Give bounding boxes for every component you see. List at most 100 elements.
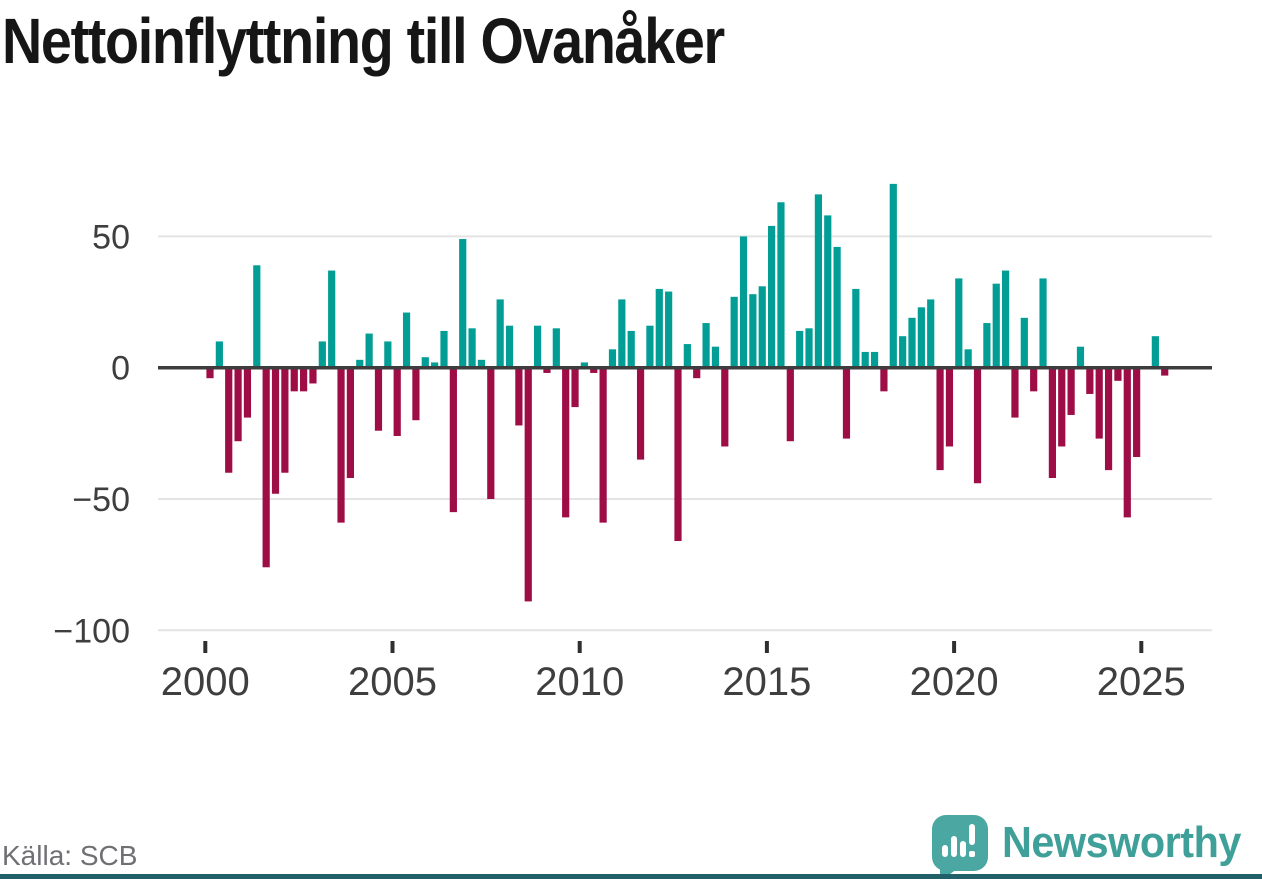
bar-2004-q3: [374, 367, 383, 431]
bar-2007-q1: [468, 328, 476, 368]
bar-2011-q4: [646, 325, 654, 368]
logo-bar-chart-icon: [959, 841, 966, 857]
newsworthy-logo-icon: [931, 815, 988, 879]
bar-2015-q2: [777, 202, 785, 368]
bar-2008-q4: [534, 325, 542, 368]
bar-2021-q1: [992, 283, 1000, 368]
bar-2012-q4: [683, 344, 691, 368]
bar-2013-q2: [702, 323, 710, 368]
bar-2023-q2: [1076, 346, 1085, 368]
bar-2012-q1: [655, 288, 663, 368]
bar-2014-q2: [739, 236, 748, 368]
footer-accent-bar: [0, 874, 1262, 879]
bar-2012-q2: [665, 291, 673, 368]
y-tick-label--100: −100: [53, 612, 130, 650]
bar-2020-q4: [983, 323, 991, 368]
bar-2015-q4: [796, 330, 804, 368]
y-tick-label--50: −50: [72, 481, 130, 519]
bar-2010-q1: [580, 362, 588, 368]
bar-2009-q1: [543, 367, 551, 373]
newsworthy-wordmark: Newsworthy: [1001, 818, 1241, 867]
newsworthy-logo: Newsworthy: [931, 812, 1256, 879]
bar-2003-q2: [328, 270, 336, 368]
bar-2024-q4: [1133, 367, 1141, 457]
x-tick-label-2000: 2000: [161, 660, 250, 704]
bar-2010-q2: [590, 367, 598, 373]
bar-2014-q4: [758, 286, 766, 368]
bar-2016-q1: [805, 328, 813, 368]
bar-2009-q2: [552, 328, 560, 368]
bar-2003-q4: [346, 367, 354, 478]
bar-2000-q4: [234, 367, 242, 442]
bar-2009-q4: [571, 367, 579, 408]
bar-2000-q2: [215, 341, 223, 368]
bar-2016-q4: [833, 246, 841, 368]
bar-2014-q3: [749, 294, 757, 368]
bar-2012-q3: [674, 367, 682, 542]
x-tick-label-2020: 2020: [910, 660, 999, 704]
bar-2006-q1: [431, 362, 439, 368]
bar-2004-q4: [384, 341, 392, 368]
bar-2023-q1: [1067, 367, 1075, 415]
bar-2018-q2: [889, 183, 897, 368]
bar-2018-q1: [880, 367, 888, 392]
bar-2022-q2: [1039, 278, 1047, 368]
x-tick-label-2015: 2015: [722, 660, 811, 704]
bar-2023-q3: [1086, 367, 1094, 394]
bar-2002-q4: [309, 367, 317, 384]
bar-2024-q1: [1104, 367, 1113, 471]
bar-2014-q1: [730, 296, 738, 368]
bar-2007-q4: [496, 299, 504, 368]
bar-2001-q4: [271, 367, 280, 494]
x-tick-label-2005: 2005: [348, 660, 437, 704]
y-tick-label-50: 50: [92, 218, 130, 256]
logo-exclamation-icon: [968, 824, 975, 845]
bar-2000-q3: [225, 367, 233, 473]
bar-2016-q3: [824, 215, 832, 368]
bar-2003-q1: [318, 341, 326, 368]
bar-2005-q4: [421, 357, 429, 368]
bar-2018-q4: [908, 317, 916, 368]
chart-title: Nettoinflyttning till Ovanåker: [2, 5, 725, 77]
bar-2007-q3: [487, 367, 495, 499]
bar-2024-q3: [1123, 367, 1131, 518]
bar-2015-q3: [786, 367, 794, 442]
bar-2023-q4: [1095, 367, 1103, 439]
bar-2020-q3: [973, 367, 982, 484]
bar-2011-q2: [627, 330, 635, 368]
bar-2025-q2: [1151, 336, 1159, 368]
bar-2002-q2: [290, 367, 298, 392]
bar-2021-q3: [1011, 367, 1019, 418]
bar-2000-q1: [206, 367, 214, 379]
net-migration-bar-chart: 50 0 −50 −100 2000 2005 2010 2015 2020 2025: [53, 183, 1212, 704]
bar-2005-q1: [393, 367, 401, 436]
bar-2004-q1: [356, 359, 364, 368]
bar-2001-q2: [253, 265, 261, 368]
bar-2013-q4: [721, 367, 729, 447]
bar-2005-q3: [412, 367, 420, 421]
bar-2019-q1: [917, 307, 925, 368]
bar-2006-q4: [459, 239, 467, 368]
y-tick-label-0: 0: [111, 350, 130, 388]
bar-2020-q2: [964, 349, 972, 368]
bar-2021-q4: [1020, 317, 1028, 368]
bar-2009-q3: [562, 367, 570, 518]
bar-2013-q3: [711, 346, 720, 368]
bar-2019-q3: [936, 367, 944, 471]
logo-bar-chart-icon: [950, 836, 957, 857]
bar-2017-q1: [842, 367, 851, 439]
bar-2021-q2: [1002, 270, 1010, 368]
bar-2015-q1: [768, 225, 776, 368]
logo-bar-chart-icon: [941, 845, 948, 857]
bar-2011-q1: [618, 299, 626, 368]
bar-2013-q1: [693, 367, 701, 379]
bar-2011-q3: [636, 367, 645, 460]
bar-2022-q4: [1058, 367, 1066, 447]
bar-2017-q4: [870, 351, 879, 368]
bar-2018-q3: [899, 336, 907, 368]
bar-2010-q3: [599, 367, 607, 523]
x-tick-label-2025: 2025: [1097, 660, 1186, 704]
logo-exclamation-dot-icon: [968, 851, 975, 857]
bar-2001-q3: [262, 367, 270, 568]
